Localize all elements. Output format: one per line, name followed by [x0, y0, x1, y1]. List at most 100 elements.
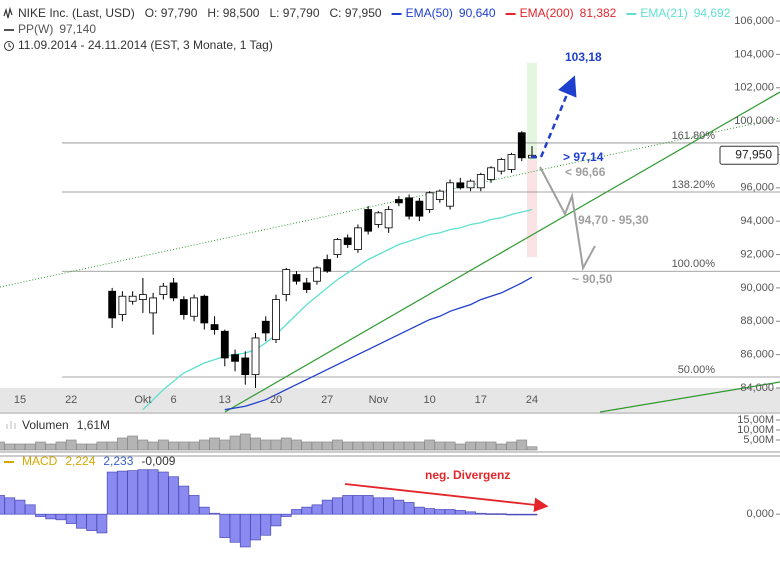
fib-label: 138.20%	[672, 179, 716, 191]
volume-bar	[291, 439, 302, 451]
candle-body	[261, 320, 270, 334]
y-tick-label: 0,000	[746, 508, 774, 520]
volume-bar	[403, 441, 415, 451]
forecast-down	[539, 166, 596, 272]
y-tick-label: 10,00M	[737, 424, 774, 436]
x-tick-label: 17	[475, 394, 487, 406]
macd-bar	[444, 509, 456, 515]
candle-body	[118, 295, 127, 315]
macd-bar	[403, 502, 415, 515]
candle-body	[476, 174, 485, 189]
macd-bar	[434, 509, 446, 515]
macd-bar	[393, 499, 405, 515]
trend-line	[599, 381, 780, 413]
candle-body	[364, 209, 373, 232]
macd-bar	[475, 512, 487, 515]
volume-bar	[14, 443, 26, 451]
candle-body	[323, 259, 332, 272]
macd-bar	[301, 506, 313, 515]
macd-bar	[383, 497, 394, 515]
y-tick-label: 84,000	[740, 382, 774, 394]
candle-body	[149, 297, 158, 314]
ohlc-label: L: 97,790	[269, 6, 319, 20]
candle-body	[210, 324, 219, 330]
volume-bar	[239, 433, 251, 451]
legend-title: NIKE Inc. (Last, USD)	[18, 6, 135, 20]
annotation: ~ 90,50	[572, 272, 613, 286]
grid-layer	[62, 20, 780, 515]
macd-bar	[55, 513, 67, 521]
volume-bar	[362, 441, 374, 451]
volume-bar	[117, 437, 128, 451]
ema-line	[224, 276, 533, 411]
ema-line	[142, 208, 533, 411]
macd-bar	[352, 495, 364, 515]
chart-subtitle: 11.09.2014 - 24.11.2014 (EST, 3 Monate, …	[18, 38, 273, 52]
x-tick-label: 10	[423, 394, 435, 406]
forecast-up	[531, 75, 577, 159]
volume-bar	[24, 443, 36, 451]
candle-body	[128, 295, 137, 302]
candle-body	[354, 227, 362, 250]
candle-body	[220, 330, 229, 359]
candle-body	[302, 282, 311, 290]
legend-name: PP(W)	[18, 22, 53, 36]
macd-bar	[239, 513, 251, 548]
target-zone-up	[527, 63, 537, 160]
macd-bar	[342, 495, 354, 515]
macd-bar	[45, 513, 57, 520]
candle-body	[405, 197, 414, 217]
annotation: < 96,66	[565, 165, 606, 179]
macd-bar	[291, 509, 302, 515]
trend-lines	[0, 91, 780, 413]
legend-name: EMA(21)	[640, 6, 687, 20]
volume-bar	[495, 443, 507, 451]
volume-bar	[454, 443, 466, 451]
y-tick-label: 104,000	[734, 48, 774, 60]
x-tick-label: 27	[321, 394, 333, 406]
clock-hands	[8, 43, 12, 48]
macd-bar	[0, 495, 5, 515]
legend-value: -0,009	[141, 454, 175, 468]
volume-bar	[280, 437, 292, 451]
macd-bar	[506, 513, 517, 516]
macd-bar	[516, 513, 528, 516]
candle-body	[384, 209, 393, 229]
candle-body	[394, 199, 403, 204]
y-tick-label: 96,000	[740, 182, 774, 194]
candle-body	[446, 182, 454, 207]
candle-body	[487, 167, 495, 180]
annotation: 94,70 - 95,30	[578, 213, 649, 227]
volume-bar	[219, 439, 231, 451]
volume-bar	[414, 441, 425, 451]
macd-bar	[35, 513, 46, 517]
x-tick-label: 22	[65, 394, 77, 406]
macd-bar	[127, 470, 138, 515]
volume-bar	[45, 443, 57, 451]
volume-bar	[260, 439, 272, 451]
legend-title: MACD	[22, 454, 58, 468]
candle-body	[169, 282, 178, 299]
volume-bar	[485, 441, 497, 451]
y-tick-label: 94,000	[740, 215, 774, 227]
volume-bar	[434, 441, 446, 451]
forecast-arrows	[344, 75, 596, 512]
volume-bar	[342, 441, 354, 451]
macd-bar	[117, 470, 128, 515]
volume-bar	[168, 441, 179, 451]
trend-line	[224, 91, 780, 413]
x-tick-label: 13	[219, 394, 231, 406]
volume-bar	[424, 439, 435, 451]
macd-bar	[424, 508, 435, 515]
y-tick-label: 100,000	[734, 115, 774, 127]
volume-bar	[178, 441, 190, 451]
y-tick-label: 90,000	[740, 282, 774, 294]
legend-value: 2,233	[103, 454, 133, 468]
legend-name: EMA(200)	[520, 6, 574, 20]
volume-bar	[147, 441, 159, 451]
macd-bar	[485, 513, 497, 515]
y-tick-label: 92,000	[740, 248, 774, 260]
macd-bar	[188, 495, 200, 515]
fib-label: 161.80%	[672, 130, 716, 142]
